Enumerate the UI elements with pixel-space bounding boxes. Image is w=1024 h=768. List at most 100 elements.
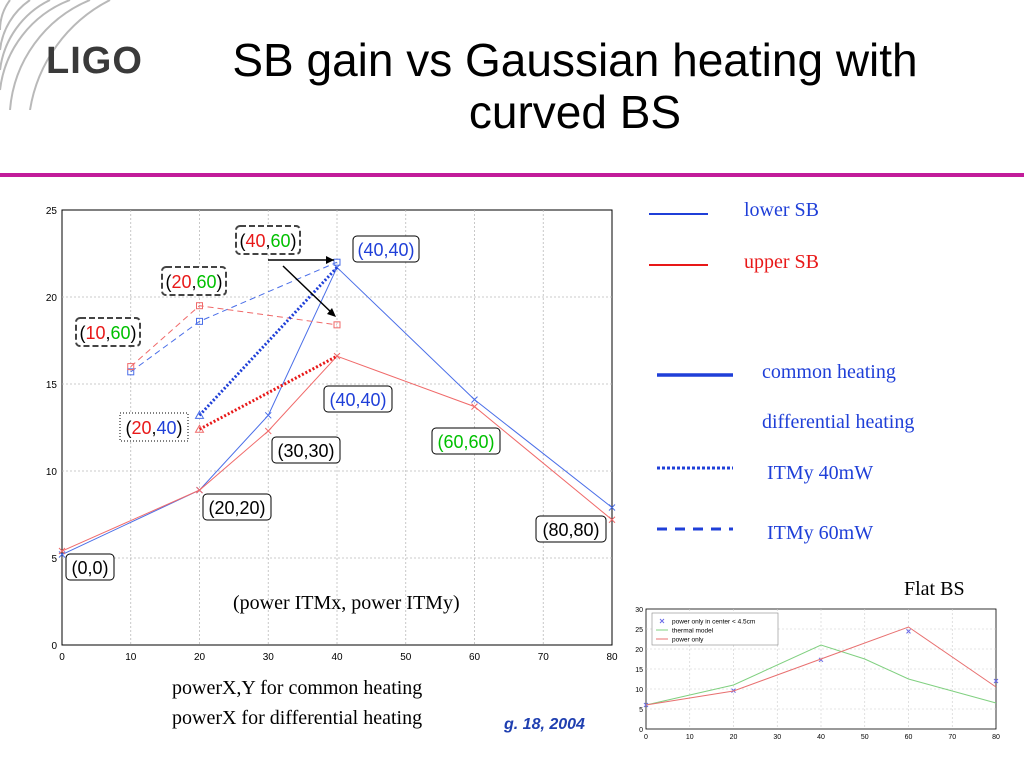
annotation-box bbox=[323, 385, 393, 413]
annotation-label: (40,40) bbox=[357, 240, 414, 260]
annotation-label-part: , bbox=[151, 418, 156, 438]
annotation-label-part: 60 bbox=[197, 272, 217, 292]
x-tick-label: 30 bbox=[263, 652, 275, 663]
inset-legend-label: power only bbox=[672, 637, 704, 644]
annotation-label: (20,40) bbox=[125, 418, 182, 438]
inset-x-tick-label: 20 bbox=[730, 734, 738, 741]
annotation-label: (30,30) bbox=[277, 441, 334, 461]
inset-y-tick-label: 20 bbox=[635, 647, 643, 654]
inset-x-tick-label: 30 bbox=[773, 734, 781, 741]
annotation-label-part: ) bbox=[131, 323, 137, 343]
annotation-arrowhead bbox=[327, 308, 336, 317]
annotation-label-part: ( bbox=[239, 231, 245, 251]
legend-itmy40-label: ITMy 40mW bbox=[767, 462, 874, 484]
power-diff-note: powerX for differential heating bbox=[172, 707, 423, 729]
inset-y-tick-label: 0 bbox=[639, 727, 643, 734]
annotation-label-part: 20 bbox=[171, 272, 191, 292]
x-tick-label: 70 bbox=[538, 652, 550, 663]
x-tick-label: 0 bbox=[59, 652, 65, 663]
page-title: SB gain vs Gaussian heating with curved … bbox=[160, 34, 990, 138]
series-line-dotted-lower bbox=[198, 266, 339, 417]
inset-y-tick-label: 25 bbox=[635, 627, 643, 634]
inset-y-tick-label: 5 bbox=[639, 707, 643, 714]
annotation-label: (80,80) bbox=[542, 520, 599, 540]
series-line-solid-lower bbox=[61, 266, 613, 555]
inset-y-tick-label: 10 bbox=[635, 687, 643, 694]
data-point bbox=[127, 368, 135, 376]
inset-series-line bbox=[645, 644, 997, 706]
data-point bbox=[471, 396, 478, 404]
data-point bbox=[127, 363, 135, 371]
series-line-dashed-lower bbox=[130, 261, 338, 373]
y-tick-label: 5 bbox=[51, 554, 57, 565]
annotation-label-part: ( bbox=[165, 272, 171, 292]
power-common-note: powerX,Y for common heating bbox=[172, 677, 423, 699]
legend-common-label: common heating bbox=[762, 361, 896, 383]
inset-data-point bbox=[993, 678, 999, 684]
annotation-label: (40,40) bbox=[329, 390, 386, 410]
annotation-box bbox=[352, 235, 420, 263]
data-point bbox=[608, 516, 616, 524]
inset-legend-box bbox=[651, 612, 779, 646]
annotation-label-part: ) bbox=[177, 418, 183, 438]
data-point bbox=[196, 317, 203, 325]
logo-text: LIGO bbox=[46, 40, 143, 82]
inset-chart: 0 10 20 30 40 50 60 70 80 0 5 10 15 20 25 30 power only … bbox=[635, 607, 1000, 741]
y-tick-label: 15 bbox=[46, 380, 58, 391]
inset-x-tick-label: 50 bbox=[861, 734, 869, 741]
annotation-label-part: 40 bbox=[157, 418, 177, 438]
legend-lines bbox=[649, 213, 733, 531]
data-point bbox=[333, 321, 341, 329]
annotation-label-part: 60 bbox=[111, 323, 131, 343]
annotation-label-part: 60 bbox=[271, 231, 291, 251]
x-tick-label: 10 bbox=[125, 652, 137, 663]
y-tick-label: 0 bbox=[51, 641, 57, 652]
legend-upper-label: upper SB bbox=[744, 251, 819, 273]
annotation-label-part: , bbox=[191, 272, 196, 292]
data-point bbox=[264, 427, 272, 435]
annotation-box bbox=[535, 515, 607, 543]
annotation-label: (0,0) bbox=[71, 558, 108, 578]
annotation-label-part: ( bbox=[125, 418, 131, 438]
annotation-box bbox=[235, 225, 301, 255]
data-point bbox=[333, 258, 341, 266]
annotation-arrow bbox=[282, 265, 334, 315]
legend-itmy60-label: ITMy 60mW bbox=[767, 522, 874, 544]
inset-y-tick-label: 15 bbox=[635, 667, 643, 674]
main-chart: 0 10 20 30 40 50 60 70 800510152025(0,0)(20,20)(… bbox=[46, 206, 618, 663]
y-tick-label: 10 bbox=[46, 467, 58, 478]
annotation-arrowhead bbox=[326, 256, 334, 264]
inset-x-tick-label: 40 bbox=[817, 734, 825, 741]
series-line-dotted-upper bbox=[198, 354, 338, 431]
inset-x-tick-label: 80 bbox=[992, 734, 1000, 741]
title-line-1: SB gain vs Gaussian heating with bbox=[232, 34, 918, 86]
axis-note: (power ITMx, power ITMy) bbox=[233, 592, 460, 614]
annotation-label: (20,20) bbox=[208, 498, 265, 518]
annotation-label: (60,60) bbox=[437, 432, 494, 452]
x-tick-label: 20 bbox=[194, 652, 206, 663]
title-divider bbox=[0, 173, 1024, 177]
legend-differential-label: differential heating bbox=[762, 411, 915, 433]
y-tick-label: 25 bbox=[46, 206, 58, 217]
annotation-label-part: ) bbox=[291, 231, 297, 251]
annotation-label-part: , bbox=[105, 323, 110, 343]
data-point bbox=[264, 411, 272, 419]
data-point bbox=[196, 486, 203, 494]
ligo-logo-arcs bbox=[0, 0, 111, 111]
inset-x-tick-label: 0 bbox=[644, 734, 648, 741]
x-tick-label: 40 bbox=[331, 652, 343, 663]
data-point bbox=[608, 504, 616, 511]
annotation-box bbox=[202, 493, 272, 521]
inset-legend-label: thermal model bbox=[672, 628, 714, 635]
inset-data-point bbox=[906, 629, 911, 634]
y-tick-label: 20 bbox=[46, 293, 58, 304]
reference-text: g. 18, 2004 bbox=[504, 716, 585, 733]
inset-series-line bbox=[645, 626, 997, 706]
ligo-logo: LIGO bbox=[0, 0, 170, 111]
annotation-label: (10,60) bbox=[79, 323, 136, 343]
data-point bbox=[471, 403, 478, 410]
series-line-solid-upper bbox=[61, 355, 613, 552]
data-point bbox=[196, 302, 203, 310]
annotation-box bbox=[119, 412, 189, 442]
annotation-box bbox=[65, 553, 115, 581]
